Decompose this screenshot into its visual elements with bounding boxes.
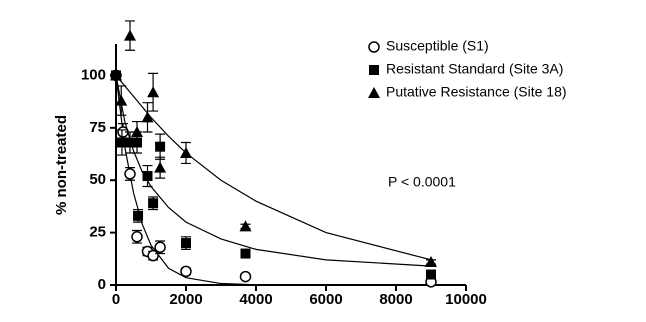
- point: [147, 249, 159, 262]
- point: [131, 231, 143, 243]
- legend-label: Putative Resistance (Site 18): [386, 84, 567, 100]
- point: [147, 86, 160, 98]
- legend-marker: [368, 87, 380, 98]
- x-tick-label: 6000: [309, 291, 342, 308]
- y-tick-label: 0: [98, 276, 106, 293]
- point: [110, 69, 122, 81]
- point: [154, 161, 167, 173]
- point: [131, 126, 143, 138]
- legend-label: Resistant Standard (Site 3A): [386, 61, 563, 77]
- y-tick-label: 25: [89, 224, 106, 241]
- point: [116, 137, 127, 148]
- point: [125, 137, 135, 148]
- fit-curve: [115, 75, 432, 261]
- point: [124, 168, 136, 180]
- x-tick-label: 10000: [445, 291, 487, 308]
- x-tick-label: 2000: [169, 291, 202, 308]
- x-tick-label: 4000: [239, 291, 272, 308]
- point: [426, 269, 436, 280]
- legend-marker: [369, 65, 379, 75]
- y-tick-label: 75: [89, 119, 106, 136]
- point: [154, 241, 166, 254]
- point: [115, 94, 128, 106]
- x-tick-label: 0: [112, 291, 120, 308]
- point: [133, 210, 144, 221]
- legend-marker: [368, 41, 380, 53]
- annotation: P < 0.0001: [388, 174, 456, 190]
- point: [124, 29, 136, 41]
- point: [239, 220, 252, 232]
- point: [425, 255, 437, 267]
- point: [148, 198, 159, 209]
- point: [239, 270, 252, 283]
- y-tick-label: 100: [81, 66, 106, 83]
- point: [155, 141, 166, 152]
- y-tick-label: 50: [89, 171, 106, 188]
- x-tick-label: 8000: [379, 291, 412, 308]
- point: [240, 248, 251, 259]
- y-axis-label: % non-treated: [53, 115, 70, 215]
- point: [180, 265, 192, 278]
- point: [141, 111, 154, 123]
- legend-label: Susceptible (S1): [386, 38, 489, 54]
- point: [142, 171, 153, 182]
- point: [180, 146, 192, 158]
- point: [181, 238, 191, 249]
